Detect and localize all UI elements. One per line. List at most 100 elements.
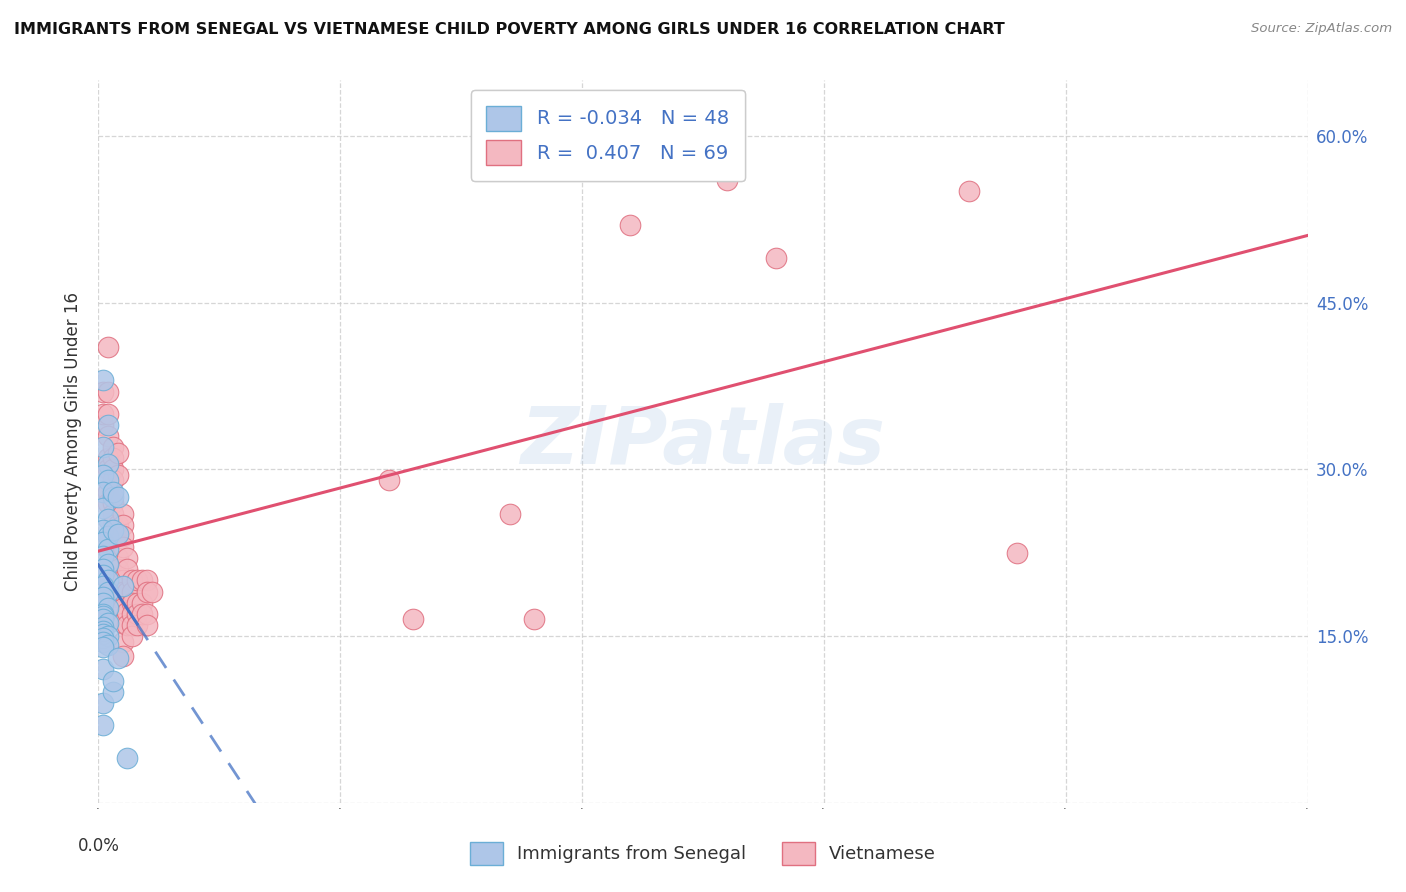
Point (101, 684, 124, 698)
Text: 0.0%: 0.0% (77, 838, 120, 855)
Point (111, 517, 134, 532)
Point (97, 474, 120, 488)
Point (91, 590, 114, 604)
Point (498, 507, 520, 521)
Point (91, 373, 114, 387)
Point (127, 607, 149, 621)
Point (111, 615, 134, 630)
Point (101, 496, 124, 510)
Point (117, 551, 139, 566)
Point (117, 562, 139, 576)
Point (107, 584, 129, 599)
Point (121, 607, 143, 621)
Point (97, 496, 120, 510)
Point (117, 751, 139, 765)
Point (111, 584, 134, 599)
Point (107, 526, 129, 541)
Text: ZIPatlas: ZIPatlas (520, 402, 886, 481)
Legend: Immigrants from Senegal, Vietnamese: Immigrants from Senegal, Vietnamese (461, 833, 945, 874)
Point (97, 457, 120, 471)
Point (402, 612, 425, 626)
Point (91, 634, 114, 648)
Point (101, 474, 124, 488)
Point (111, 601, 134, 615)
Text: Source: ZipAtlas.com: Source: ZipAtlas.com (1251, 22, 1392, 36)
Point (97, 417, 120, 432)
Point (91, 467, 114, 482)
Point (107, 445, 129, 459)
Point (97, 451, 120, 466)
Point (131, 607, 153, 621)
Point (111, 529, 134, 543)
Point (91, 579, 114, 593)
Point (765, 251, 787, 265)
Point (523, 612, 546, 626)
Point (97, 584, 120, 599)
Point (97, 542, 120, 557)
Point (101, 490, 124, 504)
Point (97, 638, 120, 652)
Point (121, 596, 143, 610)
Point (97, 484, 120, 499)
Point (91, 596, 114, 610)
Point (91, 624, 114, 638)
Point (97, 384, 120, 399)
Point (121, 618, 143, 632)
Point (97, 601, 120, 615)
Point (97, 629, 120, 643)
Point (91, 627, 114, 641)
Legend: R = -0.034   N = 48, R =  0.407   N = 69: R = -0.034 N = 48, R = 0.407 N = 69 (471, 90, 745, 181)
Y-axis label: Child Poverty Among Girls Under 16: Child Poverty Among Girls Under 16 (65, 292, 83, 591)
Point (107, 490, 129, 504)
Point (91, 620, 114, 634)
Point (107, 574, 129, 588)
Point (91, 612, 114, 626)
Point (117, 618, 139, 632)
Point (107, 467, 129, 482)
Point (91, 524, 114, 538)
Point (97, 557, 120, 571)
Point (91, 484, 114, 499)
Point (91, 549, 114, 563)
Point (957, 185, 980, 199)
Point (716, 173, 738, 187)
Point (127, 596, 149, 610)
Point (91, 440, 114, 454)
Point (91, 640, 114, 655)
Point (127, 618, 149, 632)
Point (91, 384, 114, 399)
Point (91, 501, 114, 516)
Point (121, 584, 143, 599)
Point (619, 218, 641, 232)
Point (97, 340, 120, 354)
Point (135, 574, 157, 588)
Point (97, 529, 120, 543)
Point (91, 607, 114, 621)
Point (97, 429, 120, 443)
Point (97, 574, 120, 588)
Point (1007, 546, 1029, 560)
Point (91, 718, 114, 732)
Point (91, 632, 114, 646)
Point (97, 462, 120, 476)
Point (117, 584, 139, 599)
Point (135, 584, 157, 599)
Point (127, 574, 149, 588)
Point (107, 517, 129, 532)
Point (377, 474, 399, 488)
Point (91, 417, 114, 432)
Point (111, 634, 134, 648)
Point (91, 562, 114, 576)
Text: IMMIGRANTS FROM SENEGAL VS VIETNAMESE CHILD POVERTY AMONG GIRLS UNDER 16 CORRELA: IMMIGRANTS FROM SENEGAL VS VIETNAMESE CH… (14, 22, 1005, 37)
Point (101, 484, 124, 499)
Point (101, 451, 124, 466)
Point (111, 649, 134, 664)
Point (101, 673, 124, 688)
Point (107, 590, 129, 604)
Point (97, 615, 120, 630)
Point (117, 605, 139, 619)
Point (111, 507, 134, 521)
Point (107, 562, 129, 576)
Point (135, 607, 157, 621)
Point (91, 662, 114, 676)
